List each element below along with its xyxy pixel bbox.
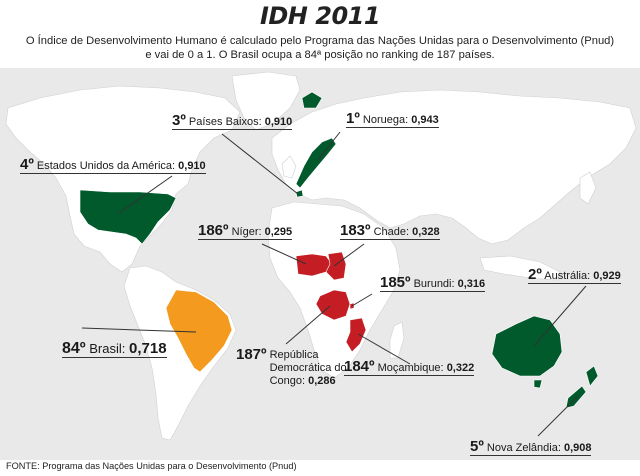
name-australia: Austrália: <box>544 270 591 282</box>
name-noruega: Noruega: <box>362 114 409 126</box>
name-eua: Estados Unidos da América: <box>36 160 176 172</box>
island-japan <box>579 171 597 205</box>
continent-eurasia <box>271 89 637 245</box>
source-note: FONTE: Programa das Nações Unidas para o… <box>6 461 297 471</box>
value-eua: 0,910 <box>178 160 206 172</box>
page-title: IDH 2011 <box>259 2 381 30</box>
rank-nova-zelandia: 5º <box>470 438 484 455</box>
label-burundi: 185º Burundi: 0,316 <box>380 274 486 292</box>
rank-australia: 2º <box>528 266 542 283</box>
label-niger: 186º Níger: 0,295 <box>198 222 293 240</box>
continent-greenland <box>231 71 301 131</box>
country-brasil-shape <box>165 289 233 373</box>
leader-australia <box>533 285 587 347</box>
label-noruega: 1º Noruega: 0,943 <box>346 110 439 128</box>
label-brasil: 84º Brasil: 0,718 <box>62 340 167 358</box>
label-mocambique: 184º Moçambique: 0,322 <box>344 358 475 376</box>
value-niger: 0,295 <box>264 226 293 238</box>
country-australia-shape <box>491 315 563 377</box>
subtitle-line-2: e vai de 0 a 1. O Brasil ocupa a 84ª pos… <box>145 49 495 61</box>
value-australia: 0,929 <box>593 270 621 282</box>
value-rdc: 0,286 <box>308 375 336 387</box>
leader-chade <box>333 243 365 267</box>
leader-noruega <box>317 131 341 161</box>
name-mocambique: Moçambique: <box>377 362 444 374</box>
rank-noruega: 1º <box>346 110 360 127</box>
label-rdc: 187º República Democrática do Congo: 0,2… <box>236 346 360 388</box>
name-burundi: Burundi: <box>413 278 455 290</box>
leader-rdc <box>285 305 331 345</box>
leader-paises-baixos <box>221 133 299 195</box>
country-usa-shape <box>79 189 177 245</box>
name-rdc: República Democrática do Congo: <box>269 349 347 387</box>
continent-north-america <box>5 85 241 273</box>
value-brasil: 0,718 <box>129 340 167 357</box>
rank-niger: 186º <box>198 222 229 239</box>
country-paises-baixos-shape <box>295 189 304 198</box>
value-nova-zelandia: 0,908 <box>563 442 592 454</box>
label-australia: 2º Austrália: 0,929 <box>528 266 621 284</box>
leader-burundi <box>351 293 373 307</box>
world-map: 1º Noruega: 0,943 3º Países Baixos: 0,91… <box>0 68 640 460</box>
rank-brasil: 84º <box>62 340 86 357</box>
rank-mocambique: 184º <box>344 358 375 375</box>
value-burundi: 0,316 <box>457 278 486 290</box>
rank-burundi: 185º <box>380 274 411 291</box>
rank-chade: 183º <box>340 222 371 239</box>
island-britain <box>281 155 297 179</box>
name-nova-zelandia: Nova Zelândia: <box>486 442 561 454</box>
rank-eua: 4º <box>20 156 34 173</box>
value-paises-baixos: 0,910 <box>264 116 293 128</box>
leader-mocambique <box>357 333 411 365</box>
value-chade: 0,328 <box>412 226 440 238</box>
name-paises-baixos: Países Baixos: <box>188 116 262 128</box>
name-chade: Chade: <box>373 226 410 238</box>
label-paises-baixos: 3º Países Baixos: 0,910 <box>172 112 293 130</box>
rank-paises-baixos: 3º <box>172 112 186 129</box>
name-niger: Níger: <box>231 226 262 238</box>
leader-brasil <box>81 327 197 333</box>
label-eua: 4º Estados Unidos da América: 0,910 <box>20 156 206 174</box>
country-chade-shape <box>325 251 347 281</box>
leader-niger <box>261 243 307 265</box>
country-nova-zelandia-shape <box>565 365 599 409</box>
country-noruega-svalbard <box>301 91 323 109</box>
country-rdc-shape <box>315 289 351 321</box>
island-madagascar <box>389 321 405 359</box>
country-mocambique-shape <box>345 317 367 353</box>
leader-nova-zelandia <box>537 395 579 437</box>
page-subtitle: O Índice de Desenvolvimento Humano é cal… <box>0 34 640 62</box>
leader-eua <box>117 175 173 215</box>
rank-rdc: 187º <box>236 346 267 363</box>
subtitle-line-1: O Índice de Desenvolvimento Humano é cal… <box>25 35 615 47</box>
value-mocambique: 0,322 <box>446 362 475 374</box>
islands-southeast-asia <box>479 255 561 281</box>
value-noruega: 0,943 <box>411 114 439 126</box>
country-australia-tasmania <box>533 379 543 389</box>
label-nova-zelandia: 5º Nova Zelândia: 0,908 <box>470 438 592 456</box>
name-brasil: Brasil: <box>89 341 126 356</box>
world-map-svg <box>5 71 637 441</box>
label-chade: 183º Chade: 0,328 <box>340 222 440 240</box>
